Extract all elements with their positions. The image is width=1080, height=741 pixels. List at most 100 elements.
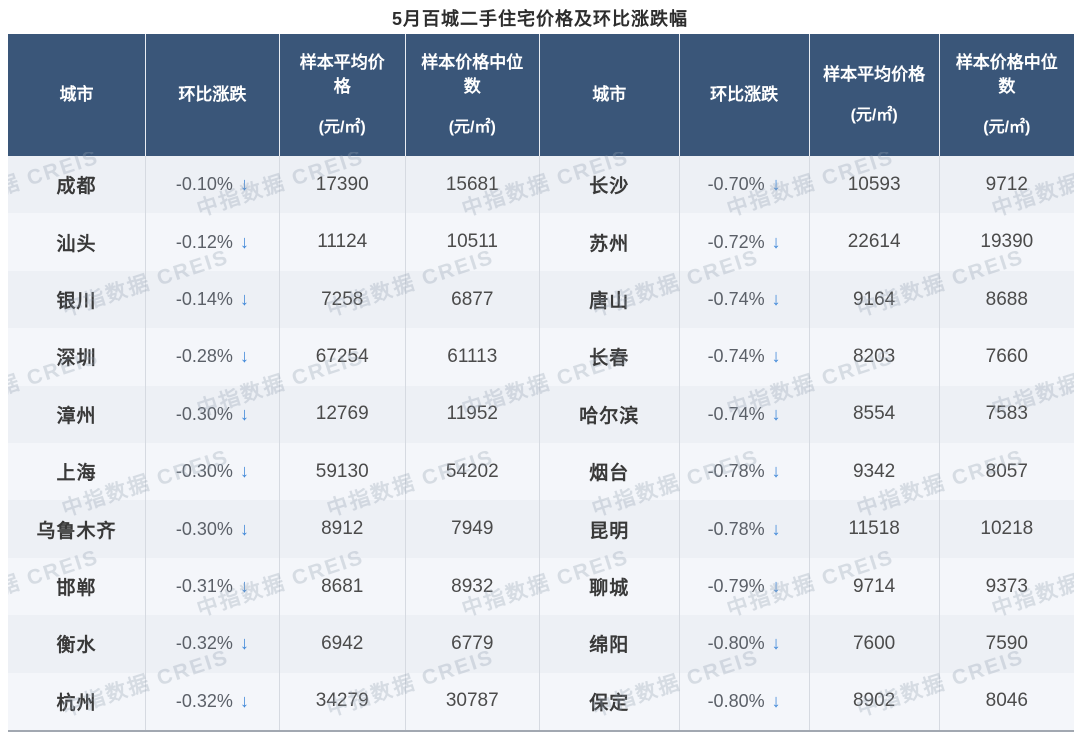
median-price-cell: 61113 bbox=[406, 328, 540, 386]
change-cell: -0.31% ↓ bbox=[146, 557, 280, 616]
median-price-cell: 11952 bbox=[406, 385, 540, 444]
median-price-cell: 7583 bbox=[985, 403, 1028, 425]
header-label: 城市 bbox=[592, 84, 627, 104]
header-unit: (元/㎡) bbox=[850, 106, 898, 124]
change-cell: -0.32% ↓ bbox=[146, 672, 280, 731]
down-arrow-icon: ↓ bbox=[239, 690, 249, 711]
change-cell: -0.74% ↓ bbox=[680, 328, 810, 386]
change-cell: -0.79% ↓ bbox=[680, 557, 810, 616]
header-avg-price-right: 样本平均价格 (元/㎡) bbox=[810, 34, 940, 156]
median-price-cell: 7949 bbox=[406, 500, 540, 558]
down-arrow-icon: ↓ bbox=[771, 518, 781, 539]
change-value: -0.74% bbox=[707, 289, 765, 310]
down-arrow-icon: ↓ bbox=[239, 174, 249, 195]
down-arrow-icon: ↓ bbox=[239, 633, 249, 654]
change-cell: -0.30% ↓ bbox=[146, 385, 280, 444]
down-arrow-icon: ↓ bbox=[239, 231, 249, 252]
table-body: 成都 -0.10% ↓ 17390 15681 长沙 -0.70% ↓ 1059… bbox=[8, 156, 1074, 732]
avg-price-cell: 7600 bbox=[810, 615, 940, 673]
change-value: -0.31% bbox=[175, 576, 233, 597]
avg-price-cell: 10593 bbox=[810, 156, 940, 214]
change-cell: -0.70% ↓ bbox=[680, 156, 810, 214]
avg-price-cell: 8554 bbox=[810, 385, 940, 444]
city-cell: 上海 bbox=[8, 443, 147, 501]
header-city-right: 城市 bbox=[540, 34, 680, 156]
header-label: 样本价格中位数 bbox=[421, 52, 524, 97]
city-cell: 长沙 bbox=[540, 156, 680, 214]
header-change-left: 环比涨跌 bbox=[146, 34, 280, 156]
change-cell: -0.80% ↓ bbox=[680, 615, 810, 673]
change-cell: -0.32% ↓ bbox=[146, 615, 280, 673]
city-cell: 苏州 bbox=[540, 213, 680, 271]
change-value: -0.28% bbox=[175, 346, 233, 367]
down-arrow-icon: ↓ bbox=[771, 690, 781, 711]
change-value: -0.72% bbox=[707, 231, 765, 252]
avg-price-cell: 34279 bbox=[280, 672, 406, 731]
median-price-cell: 8057 bbox=[985, 460, 1028, 482]
city-cell: 汕头 bbox=[8, 213, 147, 271]
median-price-cell: 7660 bbox=[985, 345, 1028, 367]
city-cell: 长春 bbox=[540, 328, 680, 386]
change-value: -0.10% bbox=[175, 174, 233, 195]
city-cell: 成都 bbox=[8, 156, 147, 214]
avg-price-cell: 11518 bbox=[810, 500, 940, 558]
city-cell: 漳州 bbox=[8, 385, 147, 444]
down-arrow-icon: ↓ bbox=[239, 346, 249, 367]
avg-price-cell: 8902 bbox=[810, 672, 940, 731]
avg-price-cell: 8203 bbox=[810, 328, 940, 386]
header-avg-price-left: 样本平均价格 (元/㎡) bbox=[280, 34, 406, 156]
median-price-cell: 10511 bbox=[406, 213, 540, 271]
header-label: 环比涨跌 bbox=[178, 84, 247, 104]
change-cell: -0.12% ↓ bbox=[146, 213, 280, 271]
header-label: 样本平均价格 bbox=[823, 65, 926, 85]
median-price-cell: 54202 bbox=[406, 443, 540, 501]
table-row: 上海 -0.30% ↓ 59130 54202 烟台 -0.78% ↓ 9342… bbox=[8, 443, 1074, 501]
header-unit: (元/㎡) bbox=[448, 119, 496, 137]
table-row: 衡水 -0.32% ↓ 6942 6779 绵阳 -0.80% ↓ 7600 7… bbox=[8, 615, 1074, 673]
table-header: 城市 环比涨跌 样本平均价格 (元/㎡) 样本价格中位数 (元/㎡) 城市 环比… bbox=[8, 34, 1074, 156]
table-row: 漳州 -0.30% ↓ 12769 11952 哈尔滨 -0.74% ↓ 855… bbox=[8, 385, 1074, 444]
city-cell: 唐山 bbox=[540, 270, 680, 329]
change-cell: -0.78% ↓ bbox=[680, 500, 810, 558]
header-label: 城市 bbox=[59, 84, 94, 104]
avg-price-cell: 9342 bbox=[810, 443, 940, 501]
city-cell: 保定 bbox=[540, 672, 680, 731]
table-row: 成都 -0.10% ↓ 17390 15681 长沙 -0.70% ↓ 1059… bbox=[8, 156, 1074, 214]
median-price-cell: 6877 bbox=[406, 270, 540, 329]
change-cell: -0.74% ↓ bbox=[680, 270, 810, 329]
change-cell: -0.28% ↓ bbox=[146, 328, 280, 386]
change-cell: -0.78% ↓ bbox=[680, 443, 810, 501]
price-table: 城市 环比涨跌 样本平均价格 (元/㎡) 样本价格中位数 (元/㎡) 城市 环比… bbox=[8, 34, 1074, 732]
median-price-cell: 19390 bbox=[980, 231, 1034, 253]
down-arrow-icon: ↓ bbox=[771, 403, 781, 424]
header-city-left: 城市 bbox=[8, 34, 147, 156]
header-label: 样本价格中位数 bbox=[955, 52, 1058, 97]
change-value: -0.78% bbox=[707, 518, 765, 539]
median-price-cell: 10218 bbox=[980, 518, 1034, 540]
city-cell: 聊城 bbox=[540, 557, 680, 616]
avg-price-cell: 6942 bbox=[280, 615, 406, 673]
avg-price-cell: 59130 bbox=[280, 443, 406, 501]
median-price-cell: 8932 bbox=[406, 557, 540, 616]
change-cell: -0.74% ↓ bbox=[680, 385, 810, 444]
city-cell: 杭州 bbox=[8, 672, 147, 731]
avg-price-cell: 67254 bbox=[280, 328, 406, 386]
city-cell: 衡水 bbox=[8, 615, 147, 673]
header-median-price-right: 样本价格中位数 (元/㎡) bbox=[940, 34, 1074, 156]
page-title: 5月百城二手住宅价格及环比涨跌幅 bbox=[391, 9, 688, 29]
change-value: -0.30% bbox=[175, 403, 233, 424]
city-cell: 深圳 bbox=[8, 328, 147, 386]
change-cell: -0.10% ↓ bbox=[146, 156, 280, 214]
city-cell: 绵阳 bbox=[540, 615, 680, 673]
down-arrow-icon: ↓ bbox=[771, 231, 781, 252]
avg-price-cell: 7258 bbox=[280, 270, 406, 329]
median-price-cell: 30787 bbox=[406, 672, 540, 731]
change-value: -0.74% bbox=[707, 403, 765, 424]
avg-price-cell: 9164 bbox=[810, 270, 940, 329]
change-value: -0.80% bbox=[707, 633, 765, 654]
change-value: -0.32% bbox=[175, 690, 233, 711]
down-arrow-icon: ↓ bbox=[239, 403, 249, 424]
header-unit: (元/㎡) bbox=[318, 119, 366, 137]
avg-price-cell: 11124 bbox=[280, 213, 406, 271]
